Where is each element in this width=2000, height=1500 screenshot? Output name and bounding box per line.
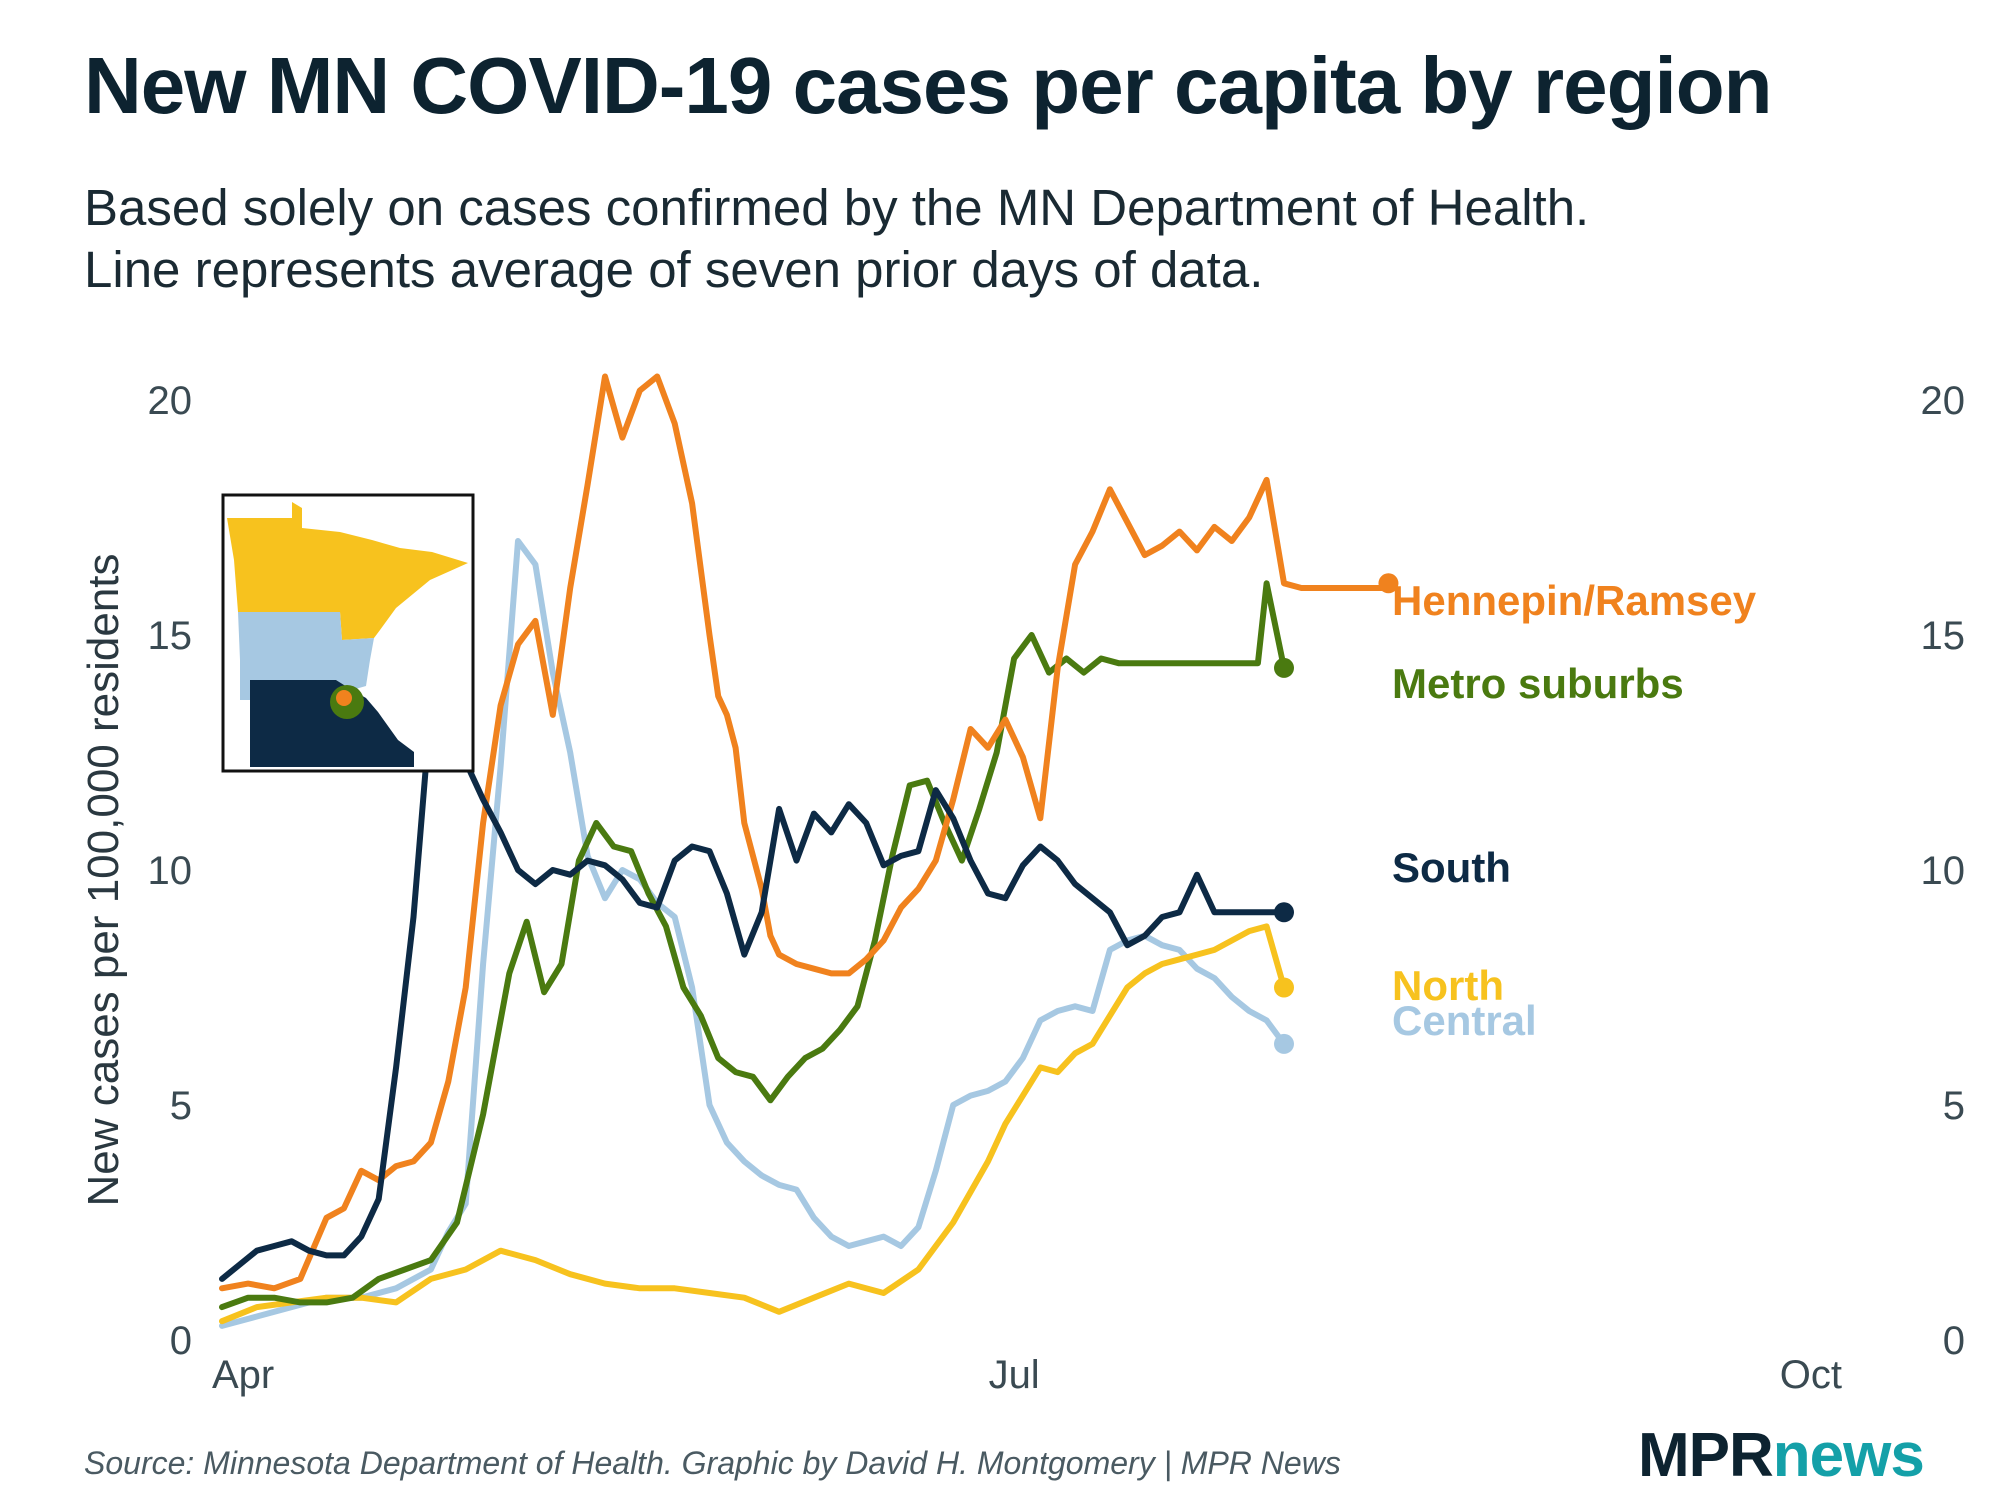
y-axis-right: 0 5 10 15 20 [1921, 379, 1966, 1363]
subtitle-line-2: Line represents average of seven prior d… [84, 241, 1264, 298]
x-tick-oct: Oct [1780, 1353, 1842, 1397]
y-tick-right-0: 0 [1943, 1319, 1965, 1363]
map-region-hennepin-ramsey [336, 690, 352, 706]
map-region-south [250, 680, 414, 767]
x-tick-jul: Jul [989, 1353, 1040, 1397]
y-tick-right-15: 15 [1921, 614, 1966, 658]
y-axis-label: New cases per 100,000 residents [79, 553, 128, 1206]
series-line-north [219, 923, 1287, 1325]
series-label-hennepin-ramsey: Hennepin/Ramsey [1392, 577, 1757, 624]
y-tick-left-5: 5 [170, 1084, 192, 1128]
source-note: Source: Minnesota Department of Health. … [84, 1445, 1341, 1481]
y-tick-left-0: 0 [170, 1319, 192, 1363]
page-title: New MN COVID-19 cases per capita by regi… [84, 41, 1772, 130]
y-tick-right-10: 10 [1921, 849, 1966, 893]
x-tick-apr: Apr [212, 1353, 274, 1397]
series-endpoint-north [1274, 977, 1294, 998]
y-tick-left-10: 10 [148, 849, 193, 893]
series-endpoint-central [1274, 1033, 1294, 1054]
y-tick-left-15: 15 [148, 614, 193, 658]
y-tick-right-20: 20 [1921, 379, 1966, 423]
map-region-north [227, 502, 468, 640]
y-axis-left: 0 5 10 15 20 [148, 379, 193, 1363]
series-label-north: North [1392, 962, 1504, 1009]
series-line-south [219, 641, 1287, 1282]
series-line-hennepin-ramsey [219, 373, 1392, 1292]
y-tick-left-20: 20 [148, 379, 193, 423]
subtitle-line-1: Based solely on cases confirmed by the M… [84, 179, 1590, 236]
series-label-central: Central [1392, 997, 1537, 1044]
series-layer [219, 373, 1399, 1329]
series-endpoint-south [1274, 902, 1294, 923]
series-label-metro-suburbs: Metro suburbs [1392, 660, 1684, 707]
inset-map [221, 493, 475, 773]
series-label-south: South [1392, 844, 1511, 891]
y-tick-right-5: 5 [1943, 1084, 1965, 1128]
x-axis: Apr Jul Oct [212, 1353, 1842, 1397]
series-endpoint-hennepin-ramsey [1378, 573, 1399, 594]
map-region-central [238, 612, 374, 700]
series-endpoint-metro-suburbs [1274, 657, 1294, 678]
series-line-metro-suburbs [219, 580, 1287, 1311]
mpr-news-logo: MPRnews [1638, 1421, 1925, 1490]
